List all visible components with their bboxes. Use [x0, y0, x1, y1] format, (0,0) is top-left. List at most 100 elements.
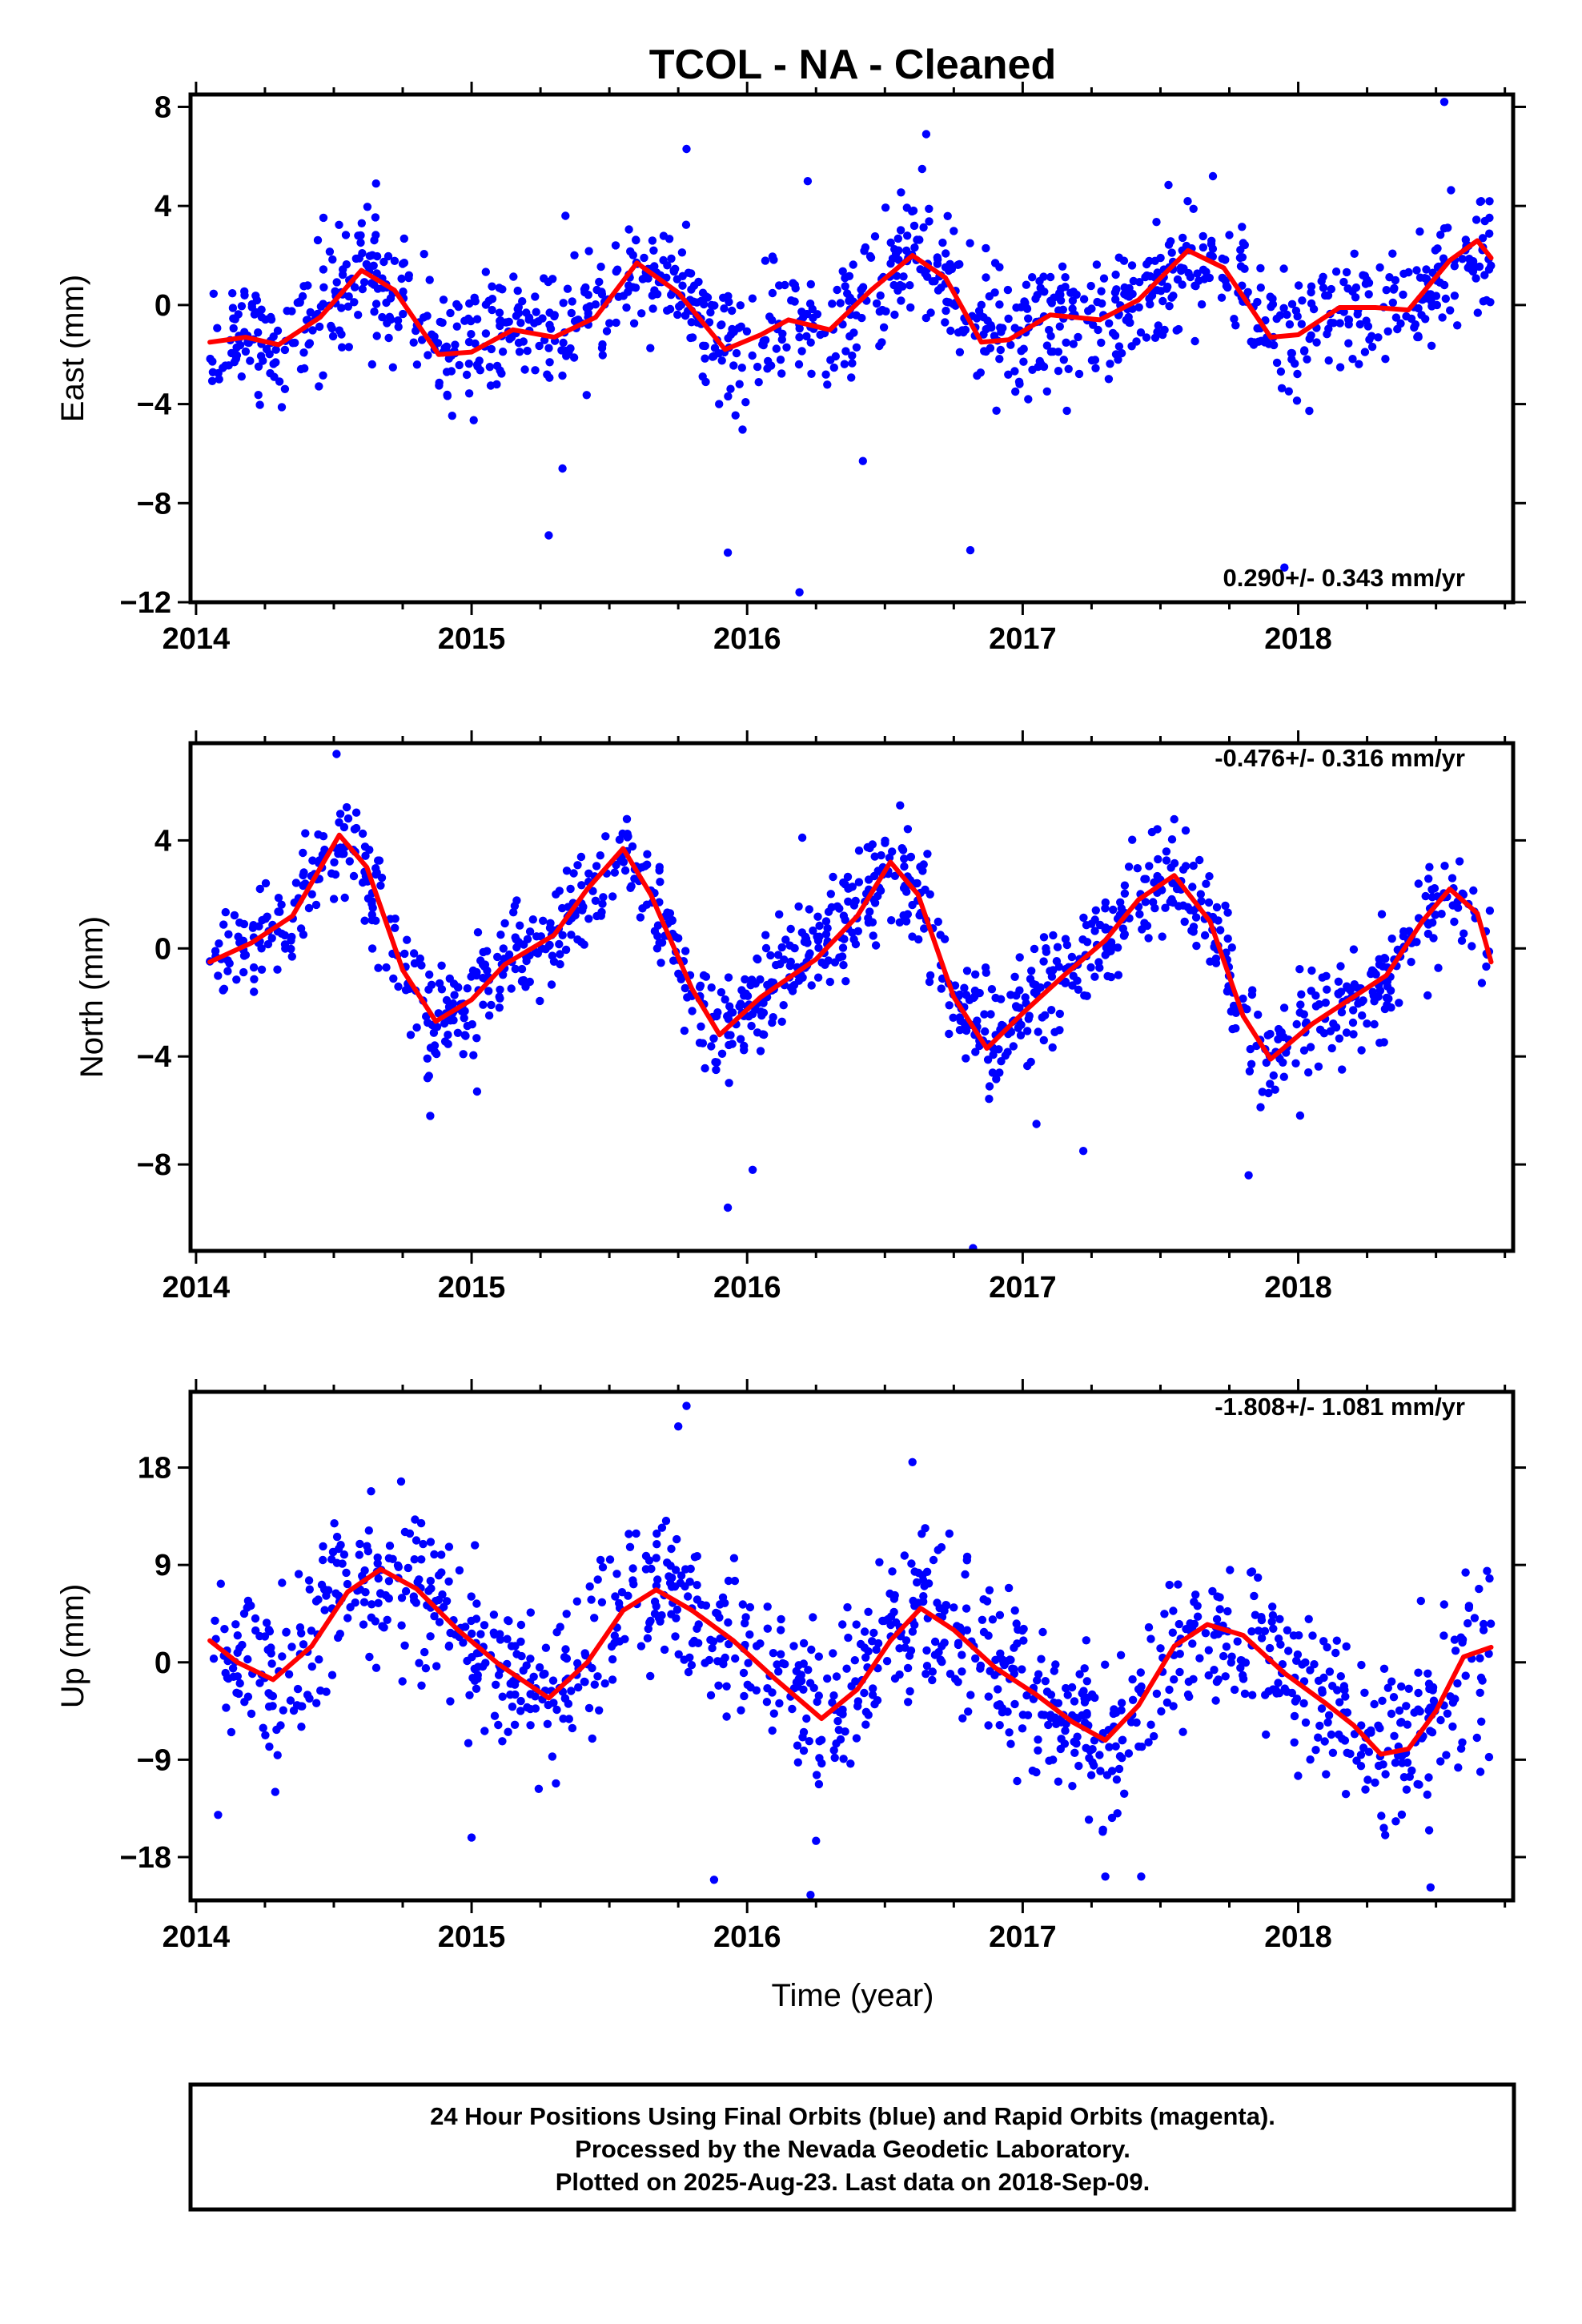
north-data-point: [1263, 1031, 1272, 1040]
east-data-point: [464, 337, 474, 347]
north-data-point: [444, 1039, 452, 1048]
up-data-point: [584, 1703, 594, 1713]
north-data-point: [824, 956, 833, 965]
up-data-point: [446, 1697, 455, 1706]
up-data-point: [1010, 1669, 1019, 1679]
up-data-point: [1314, 1676, 1323, 1685]
east-data-point: [891, 249, 901, 259]
north-data-point: [281, 944, 290, 953]
up-data-point: [397, 1621, 406, 1630]
north-data-point: [360, 842, 370, 851]
east-data-point: [966, 545, 975, 555]
east-data-point: [1476, 197, 1486, 206]
up-data-point: [930, 1637, 940, 1647]
up-data-point: [869, 1684, 877, 1693]
north-data-point: [389, 974, 398, 983]
up-data-point: [455, 1566, 464, 1575]
east-data-point: [1268, 300, 1278, 309]
north-data-point: [512, 896, 521, 905]
up-data-point: [652, 1582, 661, 1590]
up-data-point: [1010, 1606, 1019, 1615]
east-data-point: [516, 319, 525, 328]
east-data-point: [766, 361, 776, 370]
east-data-point: [1154, 321, 1163, 330]
north-data-point: [1067, 952, 1077, 962]
north-data-point: [327, 869, 336, 878]
up-data-point: [674, 1650, 683, 1659]
east-data-point: [435, 381, 444, 390]
east-data-point: [383, 251, 393, 261]
up-data-point: [665, 1578, 675, 1587]
east-data-point: [966, 239, 974, 247]
up-data-point: [643, 1634, 652, 1642]
north-data-point: [619, 858, 628, 866]
east-data-point: [316, 302, 326, 311]
east-data-point: [371, 300, 381, 308]
north-data-point: [350, 825, 359, 834]
east-data-point: [271, 345, 280, 354]
north-data-point: [759, 1008, 769, 1017]
north-data-point: [747, 1021, 756, 1031]
north-data-point: [1469, 886, 1478, 895]
east-data-point: [1127, 261, 1137, 270]
north-data-point: [250, 987, 259, 996]
east-data-point: [344, 292, 353, 301]
up-data-point: [792, 1678, 801, 1687]
north-data-point: [215, 939, 223, 948]
up-data-point: [397, 1594, 407, 1602]
east-data-point: [669, 266, 678, 275]
north-data-point: [592, 862, 601, 870]
up-data-point: [1074, 1761, 1083, 1771]
north-data-point: [1477, 979, 1487, 987]
north-data-point: [945, 1029, 954, 1039]
up-data-point: [293, 1684, 303, 1694]
north-data-point: [304, 903, 314, 913]
north-data-point: [1206, 957, 1215, 966]
up-data-point: [373, 1559, 382, 1568]
up-data-point: [652, 1602, 661, 1611]
up-data-point: [1067, 1683, 1077, 1692]
east-x-tick-label: 2017: [989, 622, 1057, 656]
up-data-point: [883, 1614, 893, 1624]
up-data-point: [1038, 1627, 1047, 1637]
up-data-point: [481, 1659, 490, 1667]
north-data-point: [423, 1074, 432, 1083]
up-data-point: [529, 1672, 538, 1681]
up-data-point: [1403, 1758, 1412, 1767]
north-data-point: [1016, 1031, 1026, 1040]
up-data-point: [593, 1672, 602, 1681]
east-data-point: [1087, 304, 1096, 313]
east-data-point: [1264, 340, 1274, 348]
north-data-point: [945, 1001, 954, 1010]
up-y-tick-label: 9: [155, 1549, 171, 1582]
north-data-point: [805, 905, 813, 914]
up-data-point: [595, 1706, 604, 1715]
north-data-point: [711, 1058, 720, 1067]
up-x-tick-label: 2017: [989, 1920, 1057, 1954]
up-y-axis-label: Up (mm): [55, 1584, 90, 1709]
east-data-point: [1324, 324, 1333, 333]
east-data-point: [897, 188, 905, 197]
up-data-point: [841, 1727, 849, 1736]
north-data-point: [821, 930, 831, 939]
north-data-point: [435, 979, 444, 988]
east-data-point: [1317, 276, 1326, 286]
up-data-point: [1045, 1756, 1054, 1765]
east-data-point: [298, 292, 307, 301]
east-data-point: [687, 318, 696, 327]
east-data-point: [344, 343, 353, 352]
east-data-point: [464, 389, 474, 398]
up-data-point: [480, 1727, 489, 1735]
up-x-tick-label: 2018: [1264, 1920, 1332, 1954]
east-data-point: [1164, 240, 1174, 249]
up-data-point: [617, 1588, 627, 1597]
up-data-point: [209, 1655, 219, 1663]
north-data-point: [1189, 861, 1198, 870]
north-data-point: [1346, 986, 1355, 995]
north-data-point: [983, 1055, 993, 1064]
north-data-point: [525, 977, 534, 987]
east-data-point: [1162, 284, 1171, 293]
east-data-point: [383, 319, 391, 328]
east-points: [206, 98, 1496, 597]
north-data-point: [566, 884, 575, 894]
